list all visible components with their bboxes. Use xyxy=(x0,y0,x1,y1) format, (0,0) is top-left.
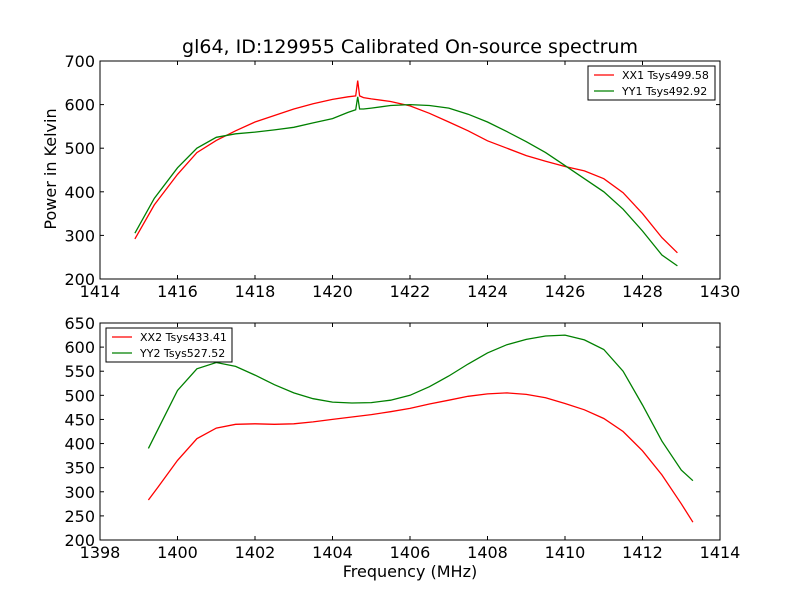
x-tick-label: 1402 xyxy=(235,543,276,562)
legend-box xyxy=(587,65,716,101)
y-axis-label: Power in Kelvin xyxy=(41,108,60,229)
y-tick-label: 550 xyxy=(64,362,95,381)
y-tick-label: 200 xyxy=(64,270,95,289)
legend-box xyxy=(105,327,233,363)
series-line-2 xyxy=(147,334,694,482)
x-tick-label: 1414 xyxy=(700,543,741,562)
legend: XX1 Tsys499.58 YY1 Tsys492.92 xyxy=(587,65,716,101)
y-tick-label: 500 xyxy=(64,139,95,158)
top-panel: 1414 1416 1418 1420 1422 1424 1426 1428 1430 200 3… xyxy=(64,52,740,301)
x-axis-label: Frequency (MHz) xyxy=(343,562,477,581)
y-tick-label: 450 xyxy=(64,410,95,429)
x-tick-label: 1426 xyxy=(545,282,586,301)
bottom-panel: 1398 1400 1402 1404 1406 1408 1410 1412 1414 200 2… xyxy=(64,314,740,562)
series-line-1 xyxy=(147,392,694,523)
x-tick-label: 1408 xyxy=(467,543,508,562)
series-line-2 xyxy=(134,96,678,267)
x-tick-label: 1410 xyxy=(545,543,586,562)
x-tick-label: 1404 xyxy=(312,543,353,562)
series-line-1 xyxy=(134,80,678,254)
y-tick-label: 500 xyxy=(64,386,95,405)
y-tick-label: 600 xyxy=(64,338,95,357)
legend-label: XX1 Tsys499.58 xyxy=(622,69,709,82)
legend: XX2 Tsys433.41 YY2 Tsys527.52 xyxy=(105,327,233,363)
x-tick-label: 1414 xyxy=(80,282,121,301)
x-tick-label: 1398 xyxy=(80,543,121,562)
y-tick-label: 350 xyxy=(64,459,95,478)
y-tick-label: 300 xyxy=(64,226,95,245)
y-tick-label: 300 xyxy=(64,483,95,502)
legend-label: YY2 Tsys527.52 xyxy=(139,347,225,360)
legend-label: YY1 Tsys492.92 xyxy=(621,85,707,98)
x-tick-label: 1430 xyxy=(700,282,741,301)
x-tick-label: 1418 xyxy=(235,282,276,301)
y-tick-label: 200 xyxy=(64,531,95,550)
y-tick-label: 400 xyxy=(64,435,95,454)
y-tick-label: 400 xyxy=(64,183,95,202)
x-tick-label: 1422 xyxy=(390,282,431,301)
x-tick-label: 1424 xyxy=(467,282,508,301)
legend-label: XX2 Tsys433.41 xyxy=(140,331,227,344)
x-tick-label: 1400 xyxy=(157,543,198,562)
y-tick-label: 600 xyxy=(64,96,95,115)
x-tick-label: 1412 xyxy=(622,543,663,562)
x-tick-label: 1406 xyxy=(390,543,431,562)
x-tick-label: 1416 xyxy=(157,282,198,301)
chart-title: gl64, ID:129955 Calibrated On-source spe… xyxy=(182,36,638,58)
y-tick-label: 650 xyxy=(64,314,95,333)
y-tick-label: 250 xyxy=(64,507,95,526)
y-tick-label: 700 xyxy=(64,52,95,71)
x-tick-label: 1428 xyxy=(622,282,663,301)
x-tick-label: 1420 xyxy=(312,282,353,301)
